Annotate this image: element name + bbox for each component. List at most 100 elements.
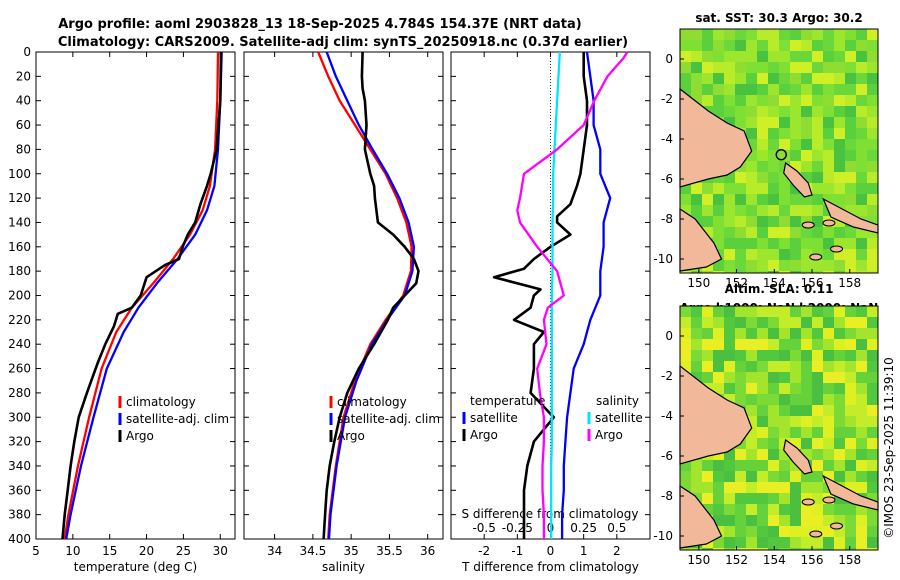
sst-map-cell xyxy=(845,84,856,95)
sst-map-cell xyxy=(834,216,845,227)
sst-map-cell xyxy=(845,227,856,238)
sst-map-cell xyxy=(801,95,812,106)
sla-map-cell xyxy=(757,394,768,405)
sla-map-cell xyxy=(834,504,845,515)
sla-map-cell xyxy=(768,405,779,416)
sst-map-cell xyxy=(834,29,845,40)
sst-map-cell xyxy=(834,40,845,51)
sst-map-cell xyxy=(845,238,856,249)
sst-map-cell xyxy=(801,150,812,161)
sla-map-cell xyxy=(845,548,856,550)
sla-map-cell xyxy=(801,383,812,394)
sst-map-cell xyxy=(724,194,735,205)
sst-map-cell xyxy=(779,84,790,95)
difference-legend-t-sat-label: satellite xyxy=(470,411,518,425)
sla-map-cell xyxy=(713,504,724,515)
sst-map-cell xyxy=(713,62,724,73)
sst-map-cell xyxy=(834,249,845,260)
sst-map-cell xyxy=(812,260,823,271)
sla-map-cell xyxy=(790,515,801,526)
sla-map-cell xyxy=(790,471,801,482)
sla-map-cell xyxy=(779,515,790,526)
sst-map-cell xyxy=(801,161,812,172)
sst-map-cell xyxy=(746,84,757,95)
sla-map-cell xyxy=(735,317,746,328)
sla-map-cell xyxy=(834,416,845,427)
sst-map-cell xyxy=(768,117,779,128)
sst-map-cell xyxy=(790,150,801,161)
sst-map-cell xyxy=(845,95,856,106)
sla-map-cell xyxy=(845,471,856,482)
temperature-xtick-label: 15 xyxy=(102,544,117,558)
temperature-ytick-label: 360 xyxy=(8,483,31,497)
sla-map-cell xyxy=(724,317,735,328)
sla-map-cell xyxy=(856,339,867,350)
sla-map-cell xyxy=(823,548,834,550)
sla-map-cell xyxy=(812,537,823,548)
sst-map-cell xyxy=(823,271,834,273)
sst-map-cell xyxy=(757,73,768,84)
sla-map-cell xyxy=(724,537,735,548)
sst-map-cell xyxy=(856,271,867,273)
sla-map-cell xyxy=(856,482,867,493)
difference-xtick-label: -1 xyxy=(511,544,523,558)
sst-map-cell xyxy=(768,260,779,271)
sst-map-cell xyxy=(746,95,757,106)
sst-map-cell xyxy=(724,271,735,273)
sla-map-cell xyxy=(867,405,878,416)
sla-map-cell xyxy=(735,482,746,493)
sla-map-cell xyxy=(735,504,746,515)
sst-map-cell xyxy=(746,183,757,194)
sla-map-cell xyxy=(724,449,735,460)
sst-map-cell xyxy=(713,106,724,117)
sst-map-new-britain-land xyxy=(679,87,753,188)
sla-map-cell xyxy=(834,317,845,328)
sla-map-cell xyxy=(713,361,724,372)
sla-map-cell xyxy=(746,504,757,515)
sst-map-cell xyxy=(845,150,856,161)
sla-map-cell xyxy=(823,537,834,548)
sla-map-cell xyxy=(856,438,867,449)
sla-map-cell xyxy=(801,317,812,328)
sla-map-cell xyxy=(823,449,834,460)
sst-map-cell xyxy=(713,29,724,40)
sla-map-cell xyxy=(801,482,812,493)
sla-map-cell xyxy=(867,526,878,537)
sst-map-cell xyxy=(702,194,713,205)
sst-map-cell xyxy=(801,271,812,273)
sst-map-cell xyxy=(834,227,845,238)
sst-map-cell xyxy=(823,249,834,260)
sst-map-cell xyxy=(867,150,878,161)
sla-map-cell xyxy=(779,339,790,350)
sst-map-cell xyxy=(856,128,867,139)
sla-map-cell xyxy=(746,515,757,526)
sla-map-cell xyxy=(746,493,757,504)
title-line-1: Argo profile: aoml 2903828_13 18-Sep-202… xyxy=(58,17,582,32)
sst-map-cell xyxy=(691,183,702,194)
sst-map-cell xyxy=(801,106,812,117)
salinity-climatology-line xyxy=(317,51,413,540)
sla-map-cell xyxy=(856,383,867,394)
sla-map-cell xyxy=(702,548,713,550)
sst-map-cell xyxy=(790,95,801,106)
sla-map-cell xyxy=(867,493,878,504)
sst-map-cell xyxy=(790,216,801,227)
sst-map-cell xyxy=(680,29,691,40)
sla-map-cell xyxy=(845,427,856,438)
sla-map-cell xyxy=(845,526,856,537)
sla-map-cell xyxy=(801,372,812,383)
sla-map-cell xyxy=(779,504,790,515)
sst-map-cell xyxy=(845,172,856,183)
sla-map-cell xyxy=(823,372,834,383)
sla-map-cell xyxy=(691,361,702,372)
salinity-plot-frame xyxy=(243,51,444,540)
difference-xtick-label: 2 xyxy=(613,544,621,558)
sla-map-island xyxy=(809,530,823,538)
sla-map-cell xyxy=(845,350,856,361)
sst-map-cell xyxy=(691,205,702,216)
sla-map-cell xyxy=(812,339,823,350)
temperature-legend-2-label: Argo xyxy=(126,429,154,443)
sla-map-cell xyxy=(812,372,823,383)
sst-map-cell xyxy=(845,271,856,273)
sst-map-cell xyxy=(713,172,724,183)
